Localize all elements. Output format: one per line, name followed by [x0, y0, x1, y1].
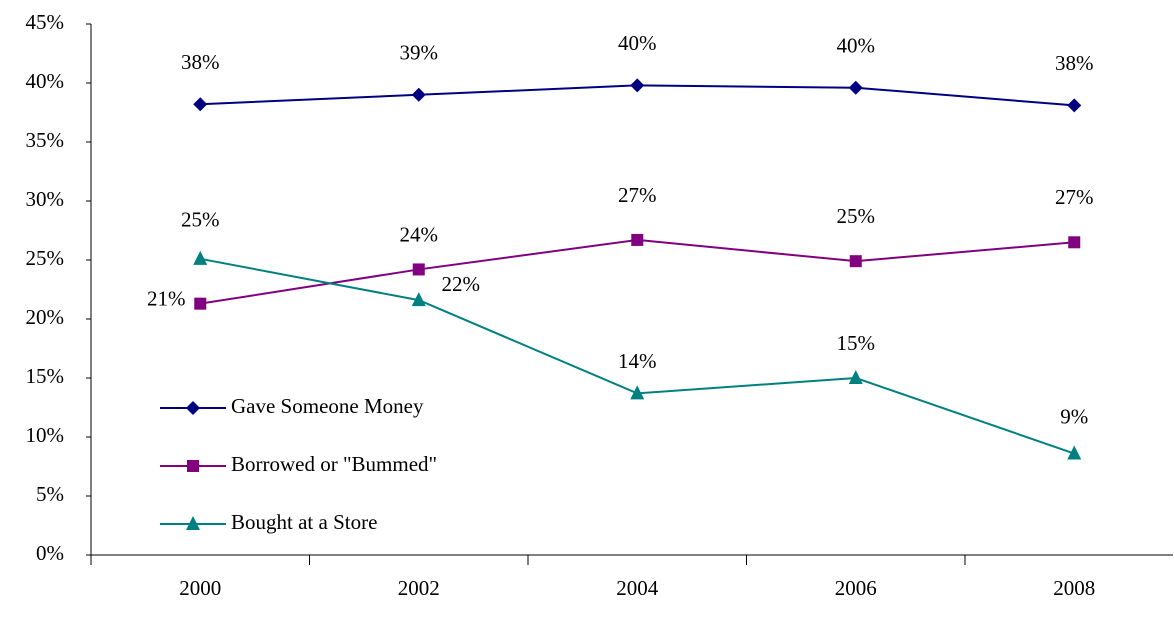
data-point [194, 297, 207, 310]
data-label: 39% [400, 41, 439, 65]
series-line [200, 238, 1075, 305]
y-tick-label: 40% [26, 69, 65, 93]
data-label: 38% [181, 50, 220, 74]
x-tick-label: 2002 [398, 576, 440, 600]
data-point [1068, 236, 1081, 249]
y-tick-label: 25% [26, 246, 65, 270]
legend-marker [186, 401, 200, 415]
y-tick-label: 10% [26, 423, 65, 447]
data-point [630, 385, 645, 400]
data-point [193, 97, 208, 112]
data-label: 22% [442, 272, 481, 296]
legend-label: Borrowed or "Bummed" [231, 452, 437, 476]
data-point [1067, 445, 1082, 460]
data-label: 40% [618, 31, 657, 55]
data-label: 27% [618, 183, 657, 207]
data-point [849, 255, 862, 268]
y-tick-label: 45% [26, 10, 65, 34]
y-tick-label: 35% [26, 128, 65, 152]
y-tick-label: 30% [26, 187, 65, 211]
data-label: 15% [837, 331, 876, 355]
y-tick-label: 5% [36, 482, 64, 506]
data-label: 38% [1055, 51, 1094, 75]
data-label: 21% [147, 286, 186, 310]
y-tick-label: 15% [26, 364, 65, 388]
data-point [631, 233, 644, 246]
data-point [848, 80, 863, 95]
y-tick-label: 20% [26, 305, 65, 329]
x-tick-label: 2008 [1053, 576, 1095, 600]
data-point [630, 78, 645, 93]
data-point [411, 87, 426, 102]
legend-marker [187, 460, 199, 472]
legend-marker [186, 516, 200, 530]
data-point [193, 250, 208, 265]
legend-label: Bought at a Store [231, 510, 377, 534]
legend-label: Gave Someone Money [231, 394, 424, 418]
data-label: 27% [1055, 185, 1094, 209]
data-point [848, 370, 863, 384]
data-label: 25% [837, 204, 876, 228]
data-label: 25% [181, 208, 220, 232]
data-label: 24% [400, 222, 439, 246]
data-label: 14% [618, 349, 657, 373]
data-label: 9% [1060, 404, 1088, 428]
data-point [411, 292, 426, 307]
x-tick-label: 2000 [179, 576, 221, 600]
x-tick-label: 2004 [616, 576, 659, 600]
x-tick-label: 2006 [835, 576, 877, 600]
y-tick-label: 0% [36, 541, 64, 565]
data-point [1067, 98, 1082, 113]
data-label: 40% [837, 34, 876, 58]
data-point [412, 263, 425, 276]
